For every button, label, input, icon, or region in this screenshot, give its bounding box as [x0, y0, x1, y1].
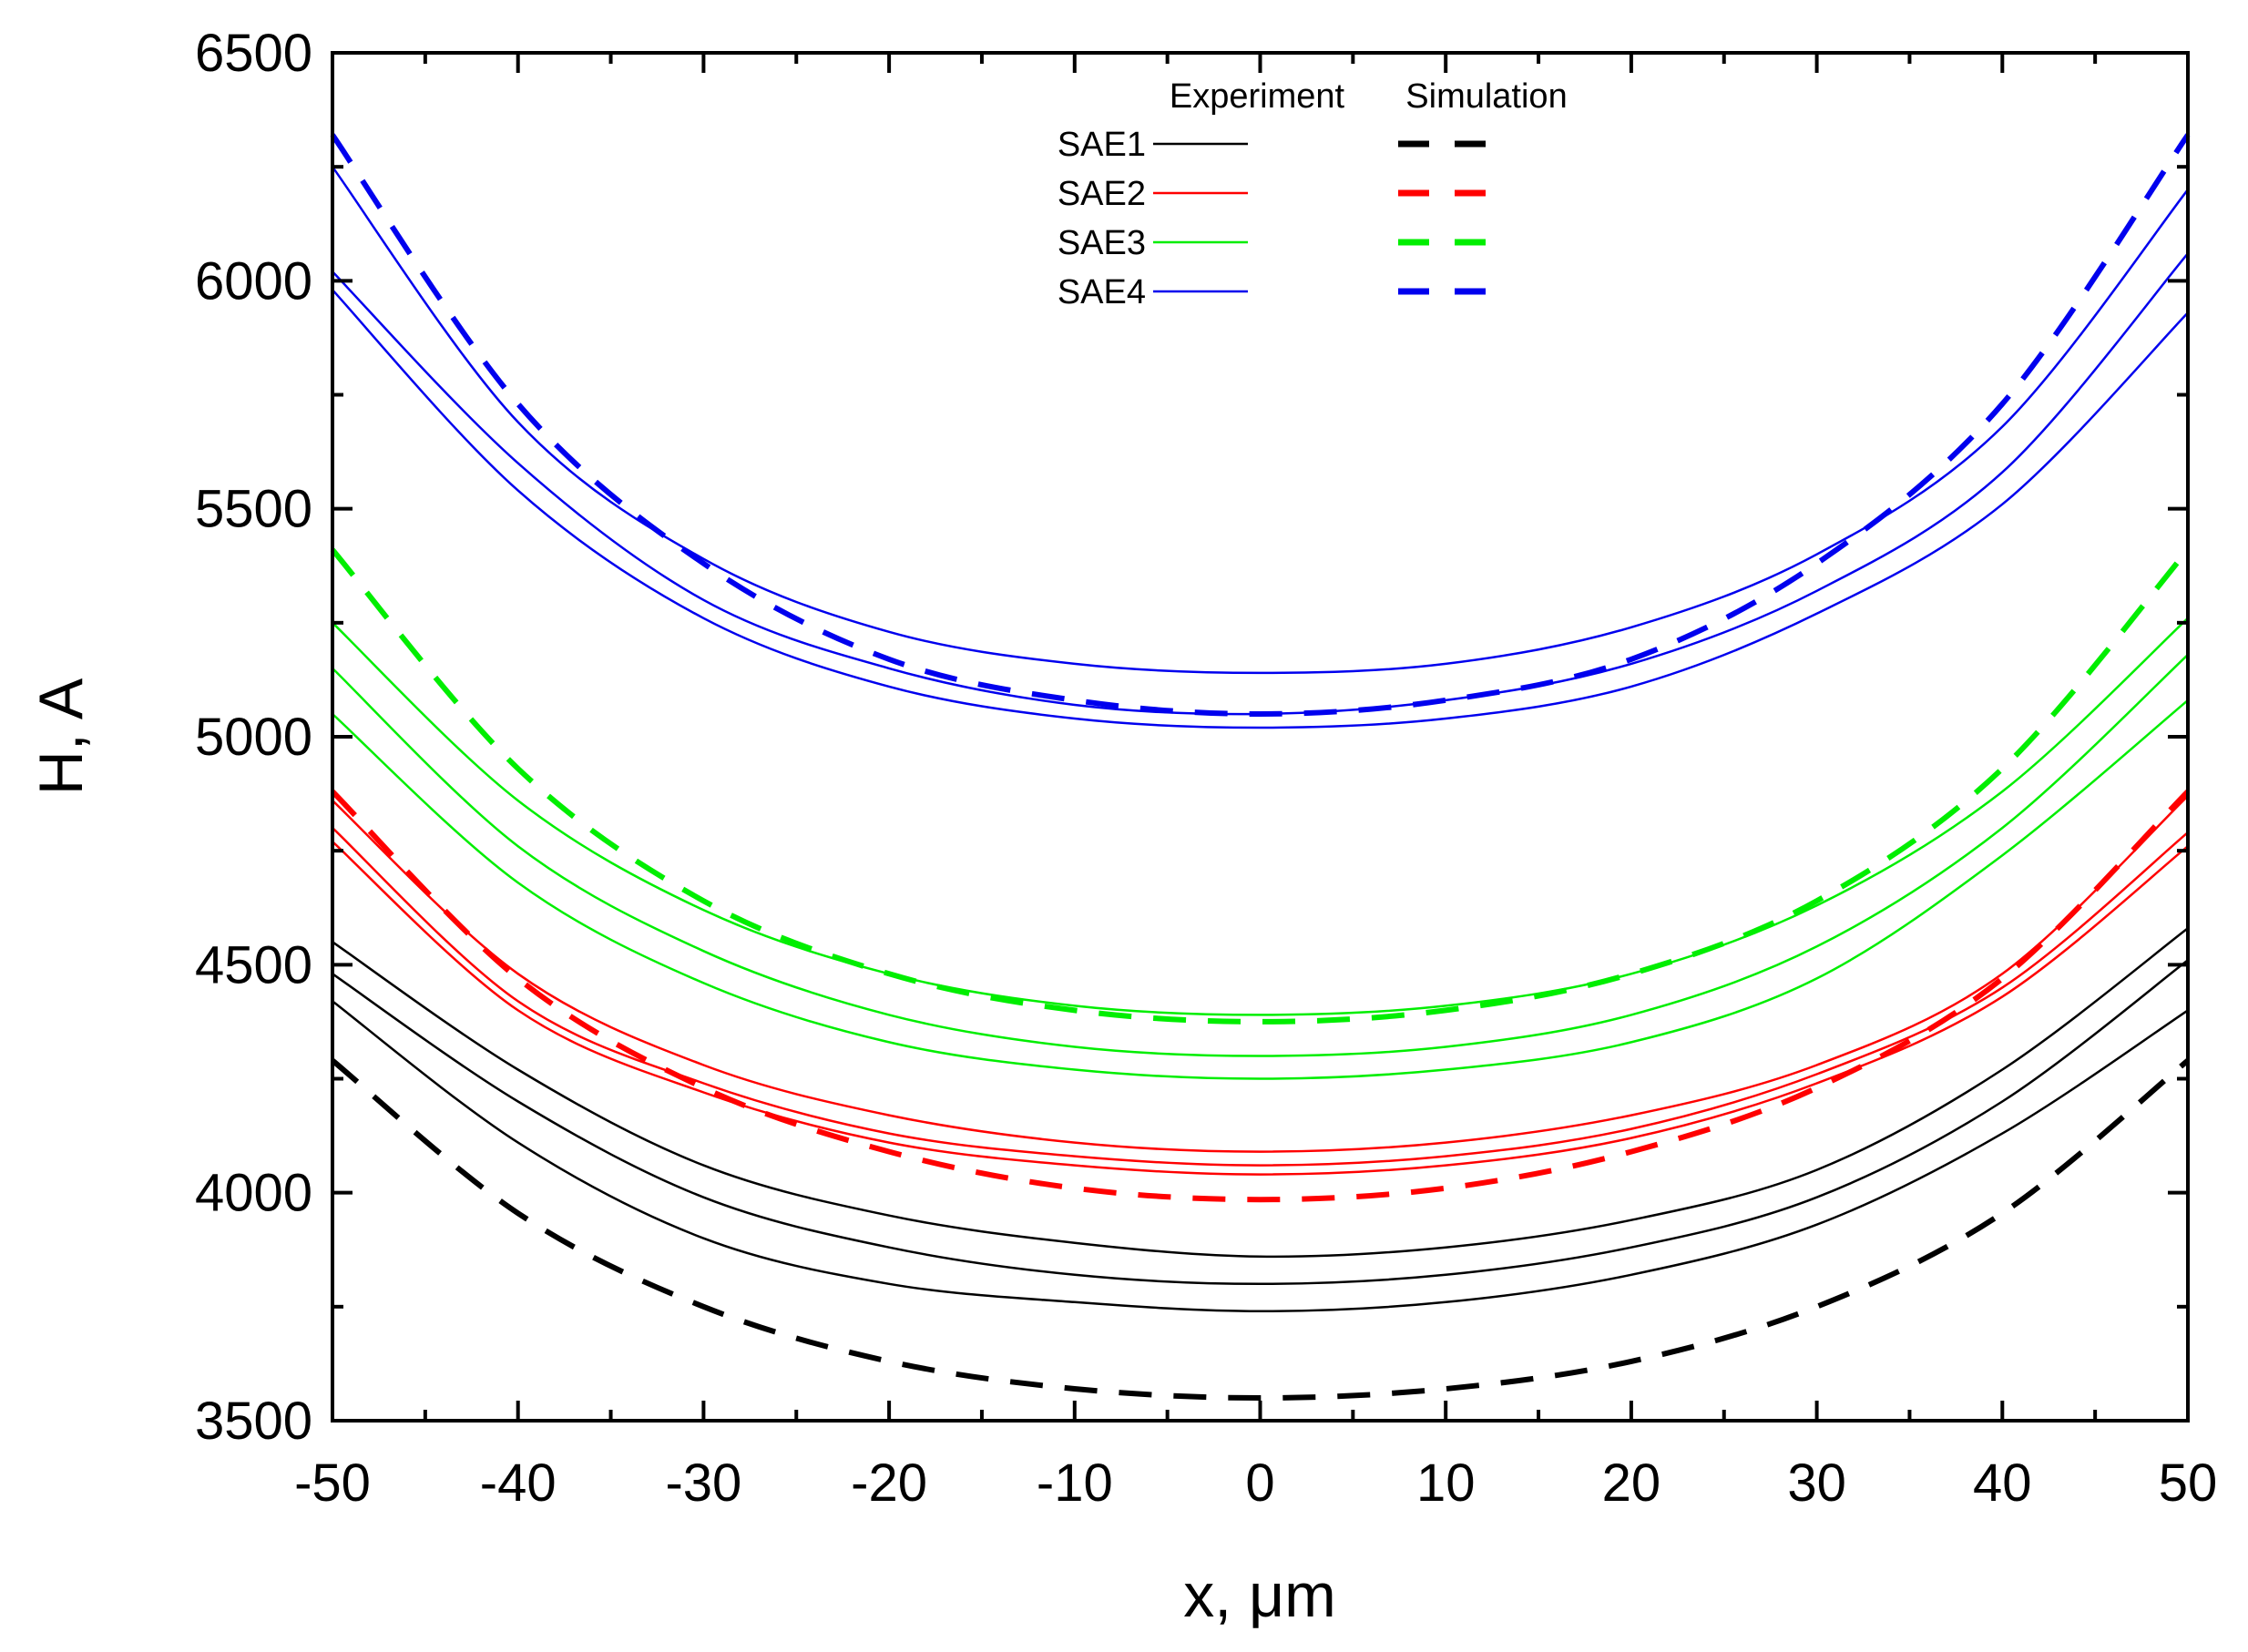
y-tick-label: 6000	[195, 251, 312, 311]
experiment-line-sae4-run1	[331, 166, 2189, 675]
x-tick-label: 10	[1416, 1453, 1476, 1513]
y-axis-title: H, A	[26, 678, 96, 795]
experiment-line-sae1-run2	[332, 959, 2189, 1286]
x-tick-label: 0	[1245, 1453, 1274, 1513]
experiment-line-sae4-run3	[332, 289, 2189, 729]
legend-label-sae2: SAE2	[1058, 175, 1146, 213]
legend-label-sae1: SAE1	[1058, 126, 1146, 164]
experiment-line-sae3-run1	[332, 617, 2189, 1016]
experiment-line-sae2-run1	[332, 795, 2189, 1153]
experiment-line-sae2-run3	[332, 841, 2189, 1176]
y-tick-label: 5500	[195, 480, 312, 539]
x-tick-label: -50	[294, 1453, 371, 1513]
simulation-line-sae1	[331, 1058, 2190, 1402]
simulation-line-sae4	[330, 133, 2191, 718]
y-tick-label: 3500	[195, 1392, 312, 1451]
legend-header-experiment: Experiment	[1170, 77, 1345, 116]
x-tick-label: 20	[1602, 1453, 1661, 1513]
y-tick-label: 6500	[195, 24, 312, 83]
y-tick-label: 5000	[195, 708, 312, 767]
experiment-line-sae1-run3	[332, 1000, 2189, 1313]
x-tick-label: -40	[480, 1453, 557, 1513]
x-axis-title: x, μm	[1183, 1561, 1336, 1630]
simulation-line-sae2	[330, 789, 2191, 1203]
y-tick-label: 4000	[195, 1164, 312, 1223]
series-layer	[330, 133, 2191, 1402]
legend-label-sae3: SAE3	[1058, 224, 1146, 262]
x-tick-label: 50	[2159, 1453, 2218, 1513]
simulation-line-sae3	[330, 547, 2191, 1025]
legend-rows: SAE1 SAE2 SAE3 SAE4	[1058, 126, 1494, 311]
x-tick-label: -20	[851, 1453, 927, 1513]
experiment-line-sae2-run2	[332, 827, 2189, 1167]
x-tick-label: -10	[1037, 1453, 1113, 1513]
legend: Experiment Simulation SAE1 SAE2 SAE3 SAE4	[1058, 77, 1568, 311]
y-tick-label: 4500	[195, 935, 312, 994]
experiment-line-sae3-run3	[332, 699, 2189, 1080]
experiment-line-sae3-run2	[332, 653, 2189, 1057]
legend-label-sae4: SAE4	[1058, 273, 1146, 311]
x-tick-label: -30	[665, 1453, 741, 1513]
legend-header-simulation: Simulation	[1405, 77, 1567, 116]
experiment-line-sae1-run1	[332, 927, 2189, 1259]
x-tick-label: 30	[1787, 1453, 1846, 1513]
x-tick-label: 40	[1973, 1453, 2032, 1513]
ticks-layer: -50 -40 -30 -20 -10 0 10 20 30 40 50 3500 4000 4500 50…	[195, 24, 2217, 1513]
